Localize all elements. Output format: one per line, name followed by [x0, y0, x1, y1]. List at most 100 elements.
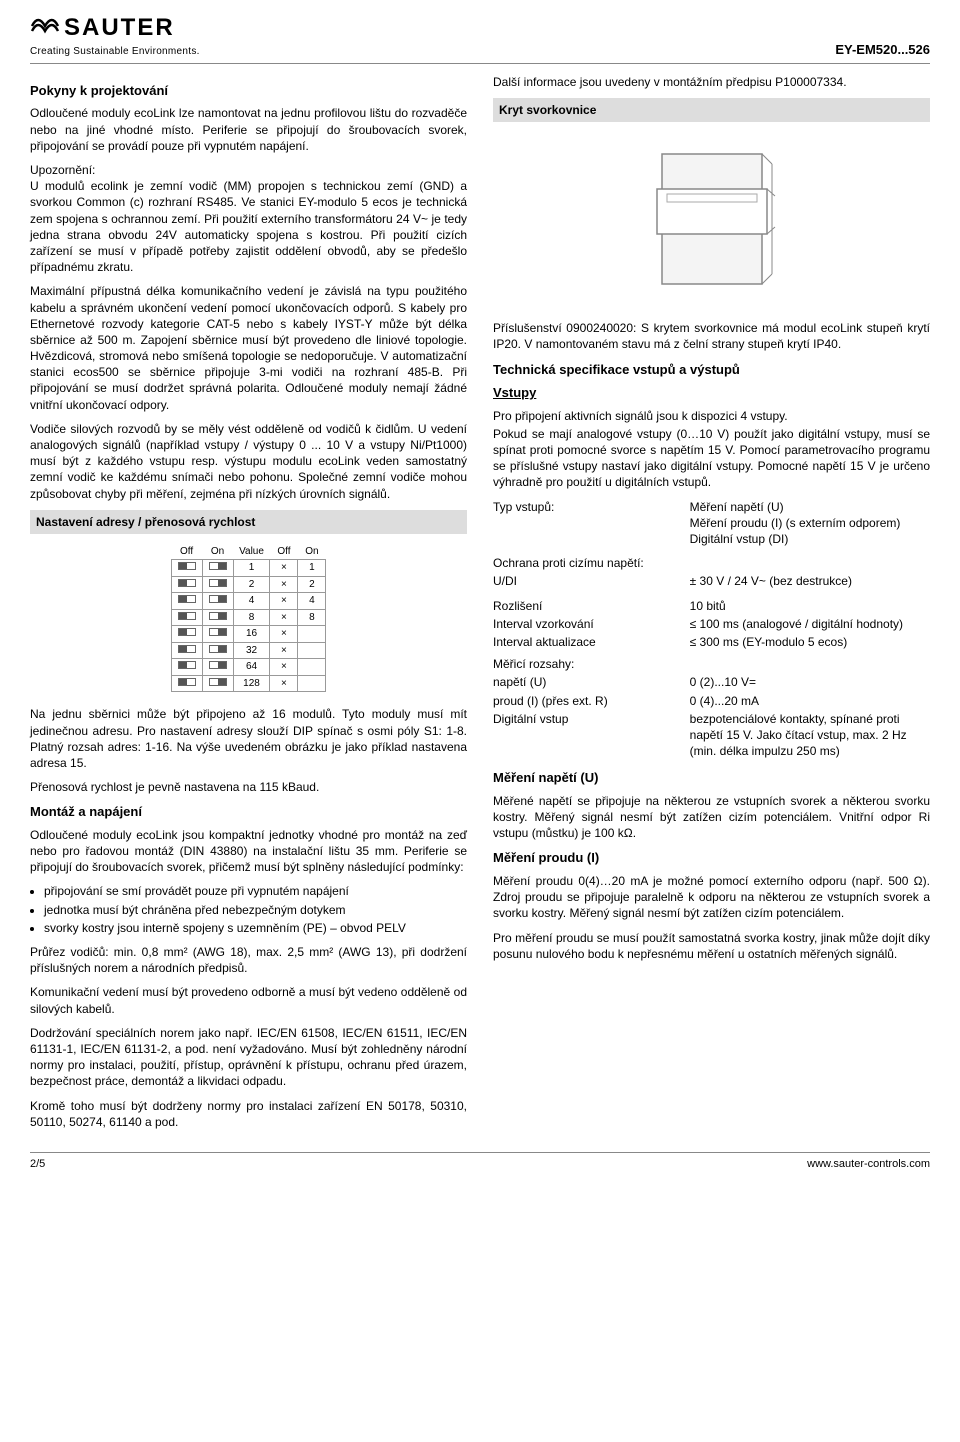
switch-icon: [178, 562, 196, 570]
heading-vstupy: Vstupy: [493, 384, 930, 402]
spec-label: Interval vzorkování: [493, 616, 690, 632]
spec-label: Typ vstupů:: [493, 499, 690, 548]
spec-val: 10 bitů: [690, 598, 930, 614]
table-row: 128×: [171, 675, 326, 692]
logo-block: SAUTER Creating Sustainable Environments…: [30, 12, 200, 59]
para: Přenosová rychlost je pevně nastavena na…: [30, 779, 467, 795]
para: Pokud se mají analogové vstupy (0…10 V) …: [493, 426, 930, 491]
spec-label: Interval aktualizace: [493, 634, 690, 650]
dip-table: Off On Value Off On 1×1 2×2 4×4 8×8 16× …: [171, 544, 327, 693]
logo-text: SAUTER: [64, 12, 175, 44]
spec-val: ≤ 300 ms (EY-modulo 5 ecos): [690, 634, 930, 650]
para: Další informace jsou uvedeny v montážním…: [493, 74, 930, 90]
para: Maximální přípustná délka komunikačního …: [30, 283, 467, 413]
cell: 64: [233, 659, 270, 676]
para: Kromě toho musí být dodrženy normy pro i…: [30, 1098, 467, 1130]
spec-label: napětí (U): [493, 674, 690, 690]
spec-row: napětí (U) 0 (2)...10 V=: [493, 674, 930, 690]
label-upozorneni: Upozornění:: [30, 163, 95, 177]
switch-icon: [209, 612, 227, 620]
cell: ×: [270, 675, 298, 692]
spec-val: 0 (4)...20 mA: [690, 693, 930, 709]
spec-val: 0 (2)...10 V=: [690, 674, 930, 690]
para: Příslušenství 0900240020: S krytem svork…: [493, 320, 930, 352]
list-item: jednotka musí být chráněna před nebezpeč…: [44, 902, 467, 918]
cell: [298, 626, 326, 643]
spec-text: Digitální vstup (DI): [690, 532, 789, 546]
spec-label: Digitální vstup: [493, 711, 690, 760]
page-header: SAUTER Creating Sustainable Environments…: [30, 12, 930, 64]
switch-icon: [178, 628, 196, 636]
para: Dodržování speciálních norem jako např. …: [30, 1025, 467, 1090]
switch-icon: [209, 579, 227, 587]
switch-icon: [209, 628, 227, 636]
para: Odloučené moduly ecoLink lze namontovat …: [30, 105, 467, 154]
para: Komunikační vedení musí být provedeno od…: [30, 984, 467, 1016]
cell: 32: [233, 642, 270, 659]
cell: ×: [270, 560, 298, 577]
heading-mereni-u: Měření napětí (U): [493, 769, 930, 787]
cell: [298, 675, 326, 692]
switch-icon: [178, 612, 196, 620]
para: Měření proudu 0(4)…20 mA je možné pomocí…: [493, 873, 930, 922]
para: Pro připojení aktivních signálů jsou k d…: [493, 408, 930, 424]
spec-val: Měření napětí (U) Měření proudu (I) (s e…: [690, 499, 930, 548]
table-row: 16×: [171, 626, 326, 643]
spec-row: proud (I) (přes ext. R) 0 (4)...20 mA: [493, 693, 930, 709]
spec-val: bezpotenciálové kontakty, spínané proti …: [690, 711, 930, 760]
heading-techspec: Technická specifikace vstupů a výstupů: [493, 361, 930, 379]
spec-row: U/DI ± 30 V / 24 V~ (bez destrukce): [493, 573, 930, 589]
spec-label: Ochrana proti cizímu napětí:: [493, 555, 930, 571]
switch-icon: [178, 678, 196, 686]
cell: 2: [298, 576, 326, 593]
para-text: U modulů ecolink je zemní vodič (MM) pro…: [30, 179, 467, 274]
spec-label: Rozlišení: [493, 598, 690, 614]
cell: ×: [270, 576, 298, 593]
switch-icon: [178, 661, 196, 669]
dip-table-wrap: Off On Value Off On 1×1 2×2 4×4 8×8 16× …: [30, 544, 467, 693]
th: On: [298, 544, 326, 560]
para: Měřené napětí se připojuje na některou z…: [493, 793, 930, 842]
spec-row: Typ vstupů: Měření napětí (U) Měření pro…: [493, 499, 930, 548]
switch-icon: [209, 562, 227, 570]
table-row: Off On Value Off On: [171, 544, 326, 560]
th: Off: [171, 544, 202, 560]
spec-val: ≤ 100 ms (analogové / digitální hodnoty): [690, 616, 930, 632]
logo-icon: [30, 13, 60, 43]
list-item: připojování se smí provádět pouze při vy…: [44, 883, 467, 899]
content-columns: Pokyny k projektování Odloučené moduly e…: [30, 74, 930, 1138]
cell: ×: [270, 593, 298, 610]
switch-icon: [178, 645, 196, 653]
cover-illustration: [493, 134, 930, 304]
spec-label: Měřicí rozsahy:: [493, 656, 930, 672]
cell: ×: [270, 626, 298, 643]
footer-url: www.sauter-controls.com: [807, 1157, 930, 1172]
th: Value: [233, 544, 270, 560]
spec-row: Digitální vstup bezpotenciálové kontakty…: [493, 711, 930, 760]
switch-icon: [209, 678, 227, 686]
product-code: EY-EM520...526: [835, 41, 930, 59]
page-number: 2/5: [30, 1157, 45, 1172]
switch-icon: [178, 579, 196, 587]
cell: ×: [270, 609, 298, 626]
page-footer: 2/5 www.sauter-controls.com: [30, 1152, 930, 1172]
table-row: 2×2: [171, 576, 326, 593]
cell: 128: [233, 675, 270, 692]
cell: 4: [233, 593, 270, 610]
switch-icon: [209, 645, 227, 653]
switch-icon: [209, 661, 227, 669]
para: Pro měření proudu se musí použít samosta…: [493, 930, 930, 962]
cell: 2: [233, 576, 270, 593]
cell: 4: [298, 593, 326, 610]
cell: ×: [270, 642, 298, 659]
cell: [298, 642, 326, 659]
bullet-list: připojování se smí provádět pouze při vy…: [44, 883, 467, 936]
spec-text: Měření proudu (I) (s externím odporem): [690, 516, 901, 530]
para: Průřez vodičů: min. 0,8 mm² (AWG 18), ma…: [30, 944, 467, 976]
cell: ×: [270, 659, 298, 676]
heading-montaz: Montáž a napájení: [30, 803, 467, 821]
spec-row: Interval vzorkování ≤ 100 ms (analogové …: [493, 616, 930, 632]
para: Upozornění: U modulů ecolink je zemní vod…: [30, 162, 467, 275]
cell: 16: [233, 626, 270, 643]
bar-kryt: Kryt svorkovnice: [493, 98, 930, 122]
